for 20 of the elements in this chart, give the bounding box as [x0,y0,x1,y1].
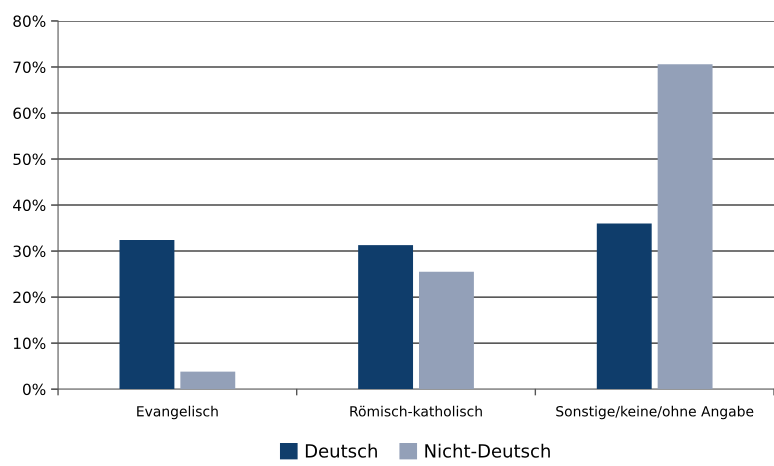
bar [596,223,652,390]
bar [419,272,474,390]
bar [180,372,236,390]
y-tick-label: 60% [13,107,46,120]
bar [358,245,414,390]
legend-label: Nicht-Deutsch [425,444,550,458]
x-tick-label: Evangelisch [137,406,218,420]
legend-label: Deutsch [306,444,377,458]
bar [658,64,713,390]
y-tick-label: 20% [13,292,46,304]
y-tick-label: 40% [13,200,46,212]
y-tick-label: 70% [14,61,46,74]
x-tick-label: Römisch-katholisch [350,406,482,417]
x-tick-label: Sonstige/keine/ohne Angabe [556,406,754,420]
y-tick-label: 30% [13,246,46,258]
y-tick-label: 10% [14,338,46,350]
y-tick-label: 80% [13,15,46,27]
y-tick-label: 0% [23,384,46,396]
bar [120,240,174,390]
y-tick-label: 50% [13,153,46,166]
